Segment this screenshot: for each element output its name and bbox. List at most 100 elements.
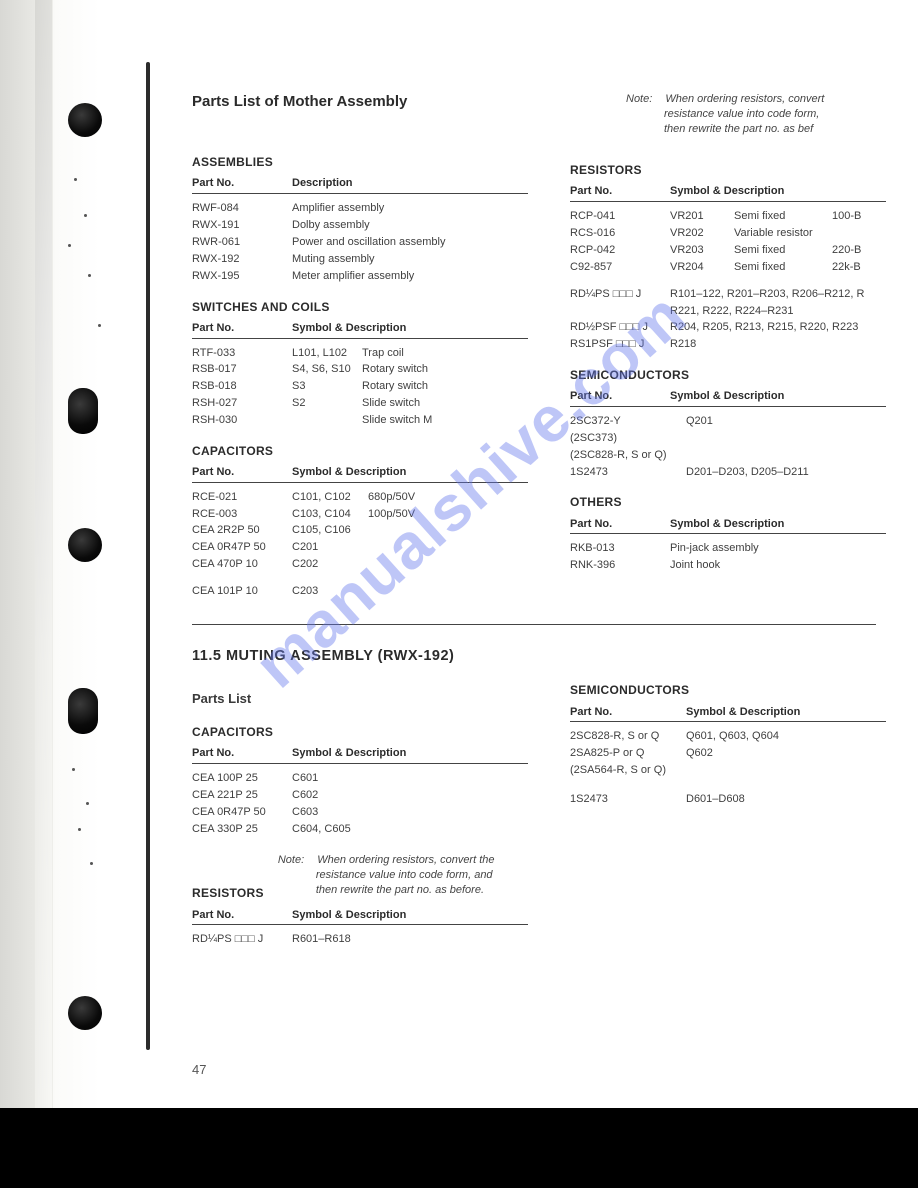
binder-hole-icon (68, 103, 102, 137)
cell-value: 220-B (832, 243, 886, 258)
cell-part-no: RWF-084 (192, 201, 292, 216)
cell-desc: Variable resistor (734, 226, 832, 241)
cell-part-no: RWX-191 (192, 218, 292, 233)
cell-desc: Trap coil (362, 346, 528, 361)
table-row: 2SC372-YQ201 (570, 413, 886, 430)
cell-symbol: S2 (292, 396, 362, 411)
table-row: RKB-013Pin-jack assembly (570, 540, 886, 557)
scan-speck (98, 324, 101, 327)
binder-hole-icon (68, 388, 98, 434)
cell-part-no: RTF-033 (192, 346, 292, 361)
table-row: RWR-061Power and oscillation assembly (192, 234, 528, 251)
cell-desc: D201–D203, D205–D211 (686, 465, 886, 480)
cell-part-no: CEA 330P 25 (192, 822, 292, 837)
cell-symbol: S3 (292, 379, 362, 394)
table-row: RCE-021C101, C102680p/50V (192, 489, 528, 506)
page-content: Parts List of Mother Assembly Note: When… (192, 92, 886, 948)
cell-desc: Semi fixed (734, 243, 832, 258)
cell-desc: Power and oscillation assembly (292, 235, 528, 250)
col-part-no: Part No. (570, 517, 670, 535)
table-row: RCP-041VR201Semi fixed100-B (570, 208, 886, 225)
scan-speck (74, 178, 77, 181)
note-line: resistance value into code form, and (316, 869, 493, 881)
binder-hole-icon (68, 996, 102, 1030)
cell-symbol: VR201 (670, 209, 734, 224)
section-heading-others: OTHERS (570, 494, 886, 510)
cell-part-no: RSH-027 (192, 396, 292, 411)
col-part-no: Part No. (570, 184, 670, 202)
section-heading-resistors: RESISTORS (192, 885, 264, 901)
cell-symbol: VR204 (670, 260, 734, 275)
cell-part-no: RCE-003 (192, 507, 292, 522)
scan-speck (84, 214, 87, 217)
cell-desc: Q602 (686, 746, 886, 761)
table-row: 2SC828-R, S or QQ601, Q603, Q604 (570, 728, 886, 745)
cell-part-no: RCP-041 (570, 209, 670, 224)
cell-desc: Rotary switch (362, 362, 528, 377)
capacitors-table: Part No. Symbol & Description RCE-021C10… (192, 465, 528, 600)
cell-symbol: C201 (292, 540, 368, 555)
note-line: When ordering resistors, convert the (317, 854, 494, 866)
cell-desc: Dolby assembly (292, 218, 528, 233)
cell-symbol: VR203 (670, 243, 734, 258)
cell-part-no: RWX-195 (192, 269, 292, 284)
cell-desc: D601–D608 (686, 792, 886, 807)
table-row (570, 779, 886, 791)
cell-desc: R101–122, R201–R203, R206–R212, R (670, 287, 886, 302)
right-column: SEMICONDUCTORS Part No. Symbol & Descrip… (570, 680, 886, 948)
cell-symbol: L101, L102 (292, 346, 362, 361)
table-row: (2SC373) (570, 430, 886, 447)
cell-desc: R204, R205, R213, R215, R220, R223 (670, 320, 886, 335)
table-row: RTF-033L101, L102Trap coil (192, 345, 528, 362)
cell-symbol: C202 (292, 557, 368, 572)
table-row: CEA 221P 25C602 (192, 787, 528, 804)
cell-desc (368, 523, 528, 538)
cell-desc (686, 448, 886, 463)
note-line: When ordering resistors, convert (665, 93, 824, 105)
col-symbol-desc: Symbol & Description (292, 908, 528, 923)
right-column: RESISTORS Part No. Symbol & Description … (570, 140, 886, 600)
section-heading-capacitors: CAPACITORS (192, 724, 528, 740)
left-column: ASSEMBLIES Part No. Description RWF-084A… (192, 140, 528, 600)
cell-desc (368, 540, 528, 555)
resistor-note: Note: When ordering resistors, convert r… (626, 92, 886, 137)
table-row (192, 573, 528, 583)
table-row: RNK-396Joint hook (570, 557, 886, 574)
col-part-no: Part No. (192, 321, 292, 339)
cell-symbol: C603 (292, 805, 528, 820)
table-row: 2SA825-P or QQ602 (570, 745, 886, 762)
cell-symbol: C105, C106 (292, 523, 368, 538)
muting-resistors-table: Part No. Symbol & Description RD¼PS □□□ … (192, 908, 528, 949)
table-row: R221, R222, R224–R231 (570, 303, 886, 320)
cell-part-no: C92-857 (570, 260, 670, 275)
cell-part-no: CEA 2R2P 50 (192, 523, 292, 538)
cell-value: 100-B (832, 209, 886, 224)
assemblies-table: Part No. Description RWF-084Amplifier as… (192, 176, 528, 284)
table-row: RSH-027S2Slide switch (192, 395, 528, 412)
table-row: CEA 330P 25C604, C605 (192, 821, 528, 838)
col-symbol-desc: Symbol & Description (670, 389, 886, 404)
scan-speck (90, 862, 93, 865)
section-heading-resistors: RESISTORS (570, 162, 886, 178)
scan-speck (68, 244, 71, 247)
cell-part-no: CEA 470P 10 (192, 557, 292, 572)
cell-desc (686, 431, 886, 446)
cell-part-no: RSB-017 (192, 362, 292, 377)
col-description: Description (292, 176, 528, 191)
note-line: resistance value into code form, (664, 108, 819, 120)
col-symbol-desc: Symbol & Description (292, 321, 528, 336)
cell-part-no: CEA 0R47P 50 (192, 805, 292, 820)
cell-symbol: C601 (292, 771, 528, 786)
cell-part-no: RS1PSF □□□ J (570, 337, 670, 352)
cell-symbol: C203 (292, 584, 368, 599)
muting-title: 11.5 MUTING ASSEMBLY (RWX-192) (192, 647, 886, 667)
cell-part-no: RKB-013 (570, 541, 670, 556)
page-number: 47 (192, 1062, 206, 1077)
semiconductors-table: Part No. Symbol & Description 2SC372-YQ2… (570, 389, 886, 480)
cell-desc: Pin-jack assembly (670, 541, 886, 556)
cell-desc: R218 (670, 337, 886, 352)
table-row: CEA 101P 10C203 (192, 583, 528, 600)
col-part-no: Part No. (192, 465, 292, 483)
col-part-no: Part No. (192, 746, 292, 764)
scan-bottom-black (0, 1108, 918, 1188)
